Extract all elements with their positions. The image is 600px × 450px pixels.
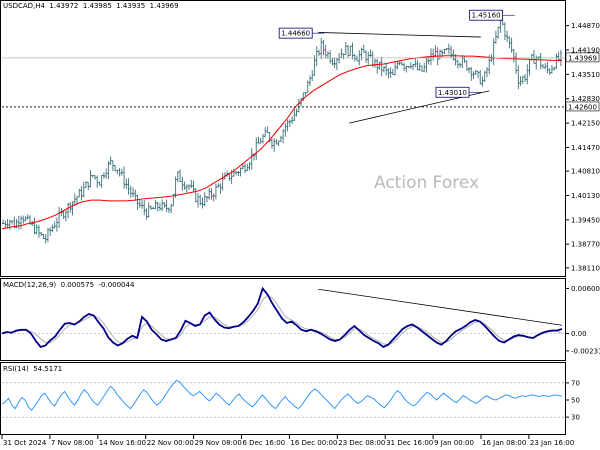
rsi-line: [1, 379, 563, 411]
price-annotation-label: 1.44660: [281, 30, 310, 38]
price-y-tick-label: 1.38770: [571, 241, 600, 249]
macd-panel-header: MACD(12,26,9) 0.000575 -0.000044: [3, 281, 134, 289]
price-y-tick-label: 1.41470: [571, 144, 600, 152]
time-axis-label: 14 Nov 16:00: [99, 439, 146, 447]
support-level-box: [565, 101, 600, 112]
macd-y-tick-label: -0.002318: [571, 347, 600, 355]
price-panel: 1.44870 1.44190 1.43510 1.42830 1.42150 1.414…: [1, 9, 600, 272]
ohlc-high: 1.43985: [82, 2, 112, 10]
time-axis-label: 6 Dec 16:00: [243, 439, 286, 447]
time-axis-label: 9 Jan 00:00: [434, 439, 474, 447]
time-axis-label: 7 Nov 08:00: [51, 439, 94, 447]
time-axis-label: 29 Nov 08:00: [195, 439, 242, 447]
macd-panel: 0.006007 0.00 -0.002318: [1, 285, 600, 355]
time-axis-label: 23 Jan 16:00: [530, 439, 574, 447]
current-price-label: 1.43969: [568, 54, 597, 62]
upper-trendline: [318, 32, 481, 38]
time-axis: 31 Oct 2024 7 Nov 08:00 14 Nov 16:00 22 Nov…: [1, 435, 574, 447]
time-axis-label: 31 Oct 2024: [3, 439, 47, 447]
time-axis-label: 16 Dec 00:00: [290, 439, 337, 447]
moving-average-line: [1, 55, 562, 230]
rsi-value: 54.5171: [33, 365, 63, 373]
rsi-y-tick-label: 70: [571, 379, 580, 387]
price-y-tick-label: 1.44870: [571, 22, 600, 30]
macd-panel-frame: [0, 278, 566, 361]
rsi-title: RSI(14): [3, 365, 29, 373]
price-y-tick-label: 1.39450: [571, 216, 600, 224]
price-annotation-label: 1.45160: [472, 12, 501, 20]
price-y-tick-label: 1.40130: [571, 192, 600, 200]
symbol-label: USDCAD,H4: [3, 2, 45, 10]
watermark: Action Forex: [374, 173, 479, 193]
rsi-panel: 70 50 30: [1, 379, 580, 422]
current-price-box: [565, 52, 600, 63]
signal-value: -0.000044: [98, 281, 135, 289]
main-panel-frame: [0, 0, 566, 277]
support-level-label: 1.42600: [568, 103, 597, 111]
price-y-tick-label: 1.42150: [571, 120, 600, 128]
price-y-tick-label: 1.38110: [571, 264, 600, 272]
rsi-y-tick-label: 50: [571, 397, 580, 405]
rsi-panel-header: RSI(14) 54.5171: [3, 365, 62, 373]
rsi-y-tick-label: 30: [571, 414, 580, 422]
macd-line: [1, 286, 563, 349]
price-annotation-label: 1.43010: [438, 89, 467, 97]
price-y-tick-label: 1.42830: [571, 95, 600, 103]
price-y-tick-label: 1.43510: [571, 71, 600, 79]
macd-title: MACD(12,26,9): [3, 281, 57, 289]
ohlc-open: 1.43972: [49, 2, 79, 10]
ohlc-low: 1.43935: [116, 2, 146, 10]
macd-divergence-trendline: [318, 288, 563, 326]
rsi-panel-frame: [0, 362, 566, 435]
price-y-tick-label: 1.40810: [571, 168, 600, 176]
macd-y-tick-label: 0.00: [571, 330, 587, 338]
time-axis-label: 23 Dec 08:00: [338, 439, 385, 447]
main-panel-header: USDCAD,H4 1.43972 1.43985 1.43935 1.4396…: [3, 2, 179, 10]
time-axis-label: 22 Nov 00:00: [147, 439, 194, 447]
ohlc-close: 1.43969: [149, 2, 179, 10]
time-axis-label: 31 Dec 16:00: [386, 439, 433, 447]
macd-value: 0.000575: [60, 281, 95, 289]
price-y-tick-label: 1.44190: [571, 46, 600, 54]
time-axis-label: 16 Jan 08:00: [482, 439, 526, 447]
macd-y-tick-label: 0.006007: [571, 285, 600, 293]
